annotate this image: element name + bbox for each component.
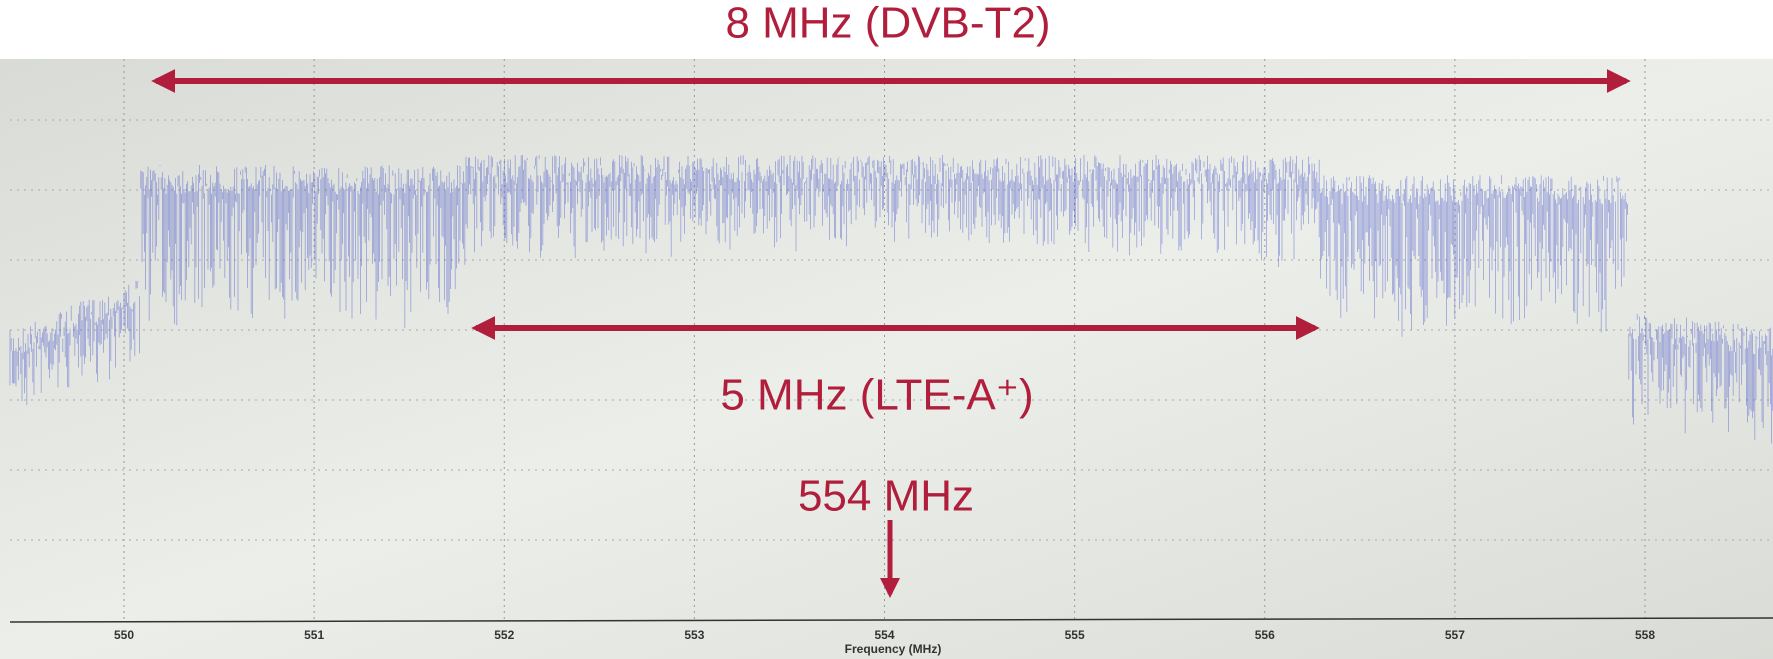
x-axis-line [9, 617, 1773, 623]
x-tick-label: 552 [494, 628, 514, 642]
x-tick-label: 557 [1445, 628, 1465, 642]
narrow-band-label: 5 MHz (LTE-A⁺) [720, 371, 1033, 420]
trace-noise [9, 155, 1773, 444]
x-tick-label: 551 [304, 628, 324, 642]
x-tick-label: 553 [684, 628, 704, 642]
x-tick-label: 555 [1065, 628, 1085, 642]
x-ticks: 550 551 552 553 554 555 556 557 558 [114, 628, 1655, 642]
x-tick-label: 554 [874, 628, 894, 642]
wide-band-label: 8 MHz (DVB-T2) [725, 0, 1050, 48]
x-tick-label: 558 [1635, 628, 1655, 642]
x-axis-label: Frequency (MHz) [845, 642, 942, 656]
screen [0, 59, 1773, 659]
center-label: 554 MHz [798, 472, 974, 521]
x-tick-label: 550 [114, 628, 134, 642]
x-tick-label: 556 [1255, 628, 1275, 642]
spectrum-trace [9, 155, 1773, 444]
